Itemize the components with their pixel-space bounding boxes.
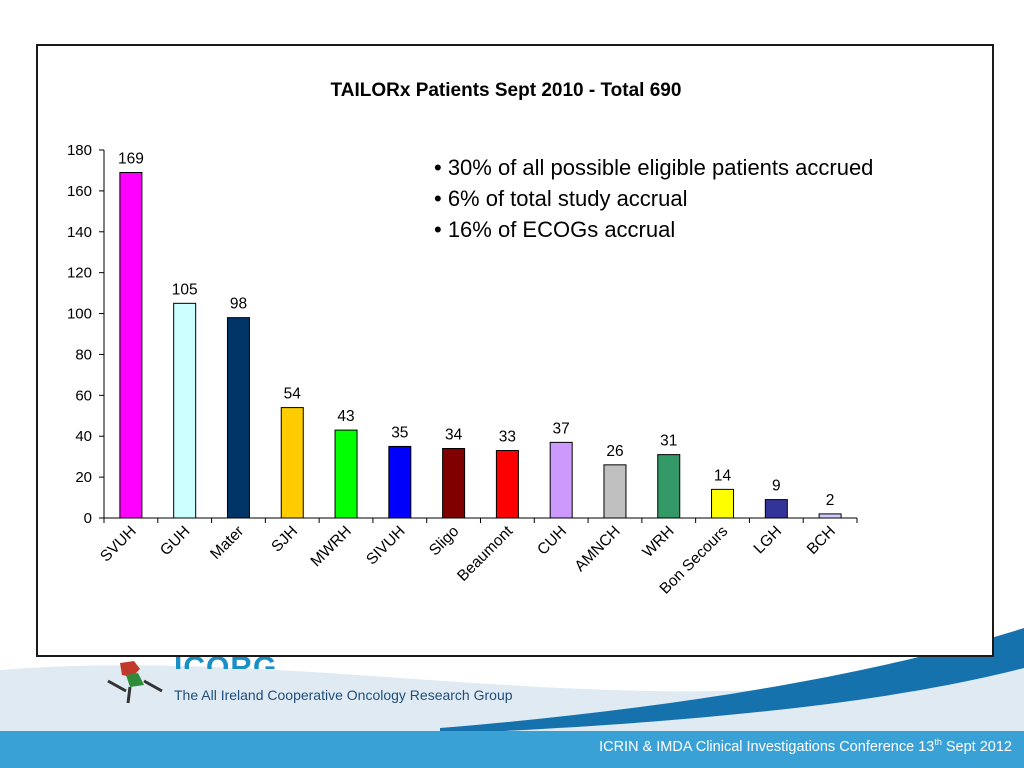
conference-text: ICRIN & IMDA Clinical Investigations Con… [599,738,935,755]
y-tick-label: 80 [75,346,92,363]
category-label: Mater [207,523,247,563]
footer-wave-dark [440,628,1024,734]
bars [119,171,842,519]
y-tick-label: 180 [67,142,92,159]
data-label: 9 [772,478,781,495]
bar [388,445,412,519]
y-tick-label: 120 [67,265,92,282]
bar [442,447,466,519]
category-label: Sligo [426,523,462,559]
bar [119,171,143,519]
y-tick-label: 160 [67,183,92,200]
bar [603,464,627,519]
category-label: SVUH [97,523,139,565]
data-label: 98 [230,296,247,313]
category-label: SJH [268,523,301,556]
logo-subtitle: The All Ireland Cooperative Oncology Res… [174,687,513,703]
bar [818,513,842,519]
data-label: 35 [391,424,408,441]
chart-frame: TAILORx Patients Sept 2010 - Total 690 0… [36,44,994,657]
notes-list: • 30% of all possible eligible patients … [434,152,873,245]
bar-chart: TAILORx Patients Sept 2010 - Total 690 0… [67,80,858,598]
bar [495,450,519,519]
category-label: BCH [804,523,839,558]
data-label: 34 [445,426,463,443]
y-axis: 0 20 40 60 80 100 120 140 160 180 [67,142,105,527]
category-label: WRH [639,523,677,561]
data-label: 169 [118,150,144,167]
data-label: 43 [337,408,354,425]
data-label: 26 [606,443,623,460]
y-tick-label: 60 [75,387,92,404]
data-labels: 169 105 98 54 43 35 34 33 37 26 31 14 9 2 [118,150,834,508]
note-item: • 6% of total study accrual [434,186,688,211]
data-label: 14 [714,467,732,484]
y-tick-label: 20 [75,469,92,486]
data-label: 2 [826,492,835,509]
y-tick-label: 0 [84,510,92,527]
y-tick-label: 140 [67,224,92,241]
category-label: CUH [534,523,570,559]
category-label: Beaumont [454,522,516,584]
bar [764,499,788,519]
data-label: 105 [172,281,198,298]
chart-title: TAILORx Patients Sept 2010 - Total 690 [331,80,682,101]
bar [549,441,573,519]
data-label: 54 [284,386,302,403]
y-tick-label: 40 [75,428,92,445]
data-label: 33 [499,429,516,446]
bar [173,302,197,519]
bar [226,317,250,519]
footer-bar [0,731,1024,768]
bar [657,454,681,519]
category-label: SIVUH [363,523,409,569]
bar [334,429,358,519]
data-label: 37 [553,420,570,437]
bar [711,488,735,519]
note-item: • 16% of ECOGs accrual [434,217,676,242]
y-tick-label: 100 [67,306,92,323]
logo-emblem-icon [107,661,163,704]
note-item: • 30% of all possible eligible patients … [434,155,874,180]
conference-sup: th [934,737,942,747]
x-axis [103,517,858,523]
bar [280,407,304,519]
conference-footer: ICRIN & IMDA Clinical Investigations Con… [599,737,1012,755]
category-label: MWRH [308,523,355,570]
icorg-logo: ICORG The All Ireland Cooperative Oncolo… [100,651,530,712]
category-label: LGH [751,523,786,558]
category-label: AMNCH [572,523,624,575]
category-label: GUH [157,523,193,559]
conference-text-end: Sept 2012 [941,738,1012,755]
data-label: 31 [660,433,677,450]
